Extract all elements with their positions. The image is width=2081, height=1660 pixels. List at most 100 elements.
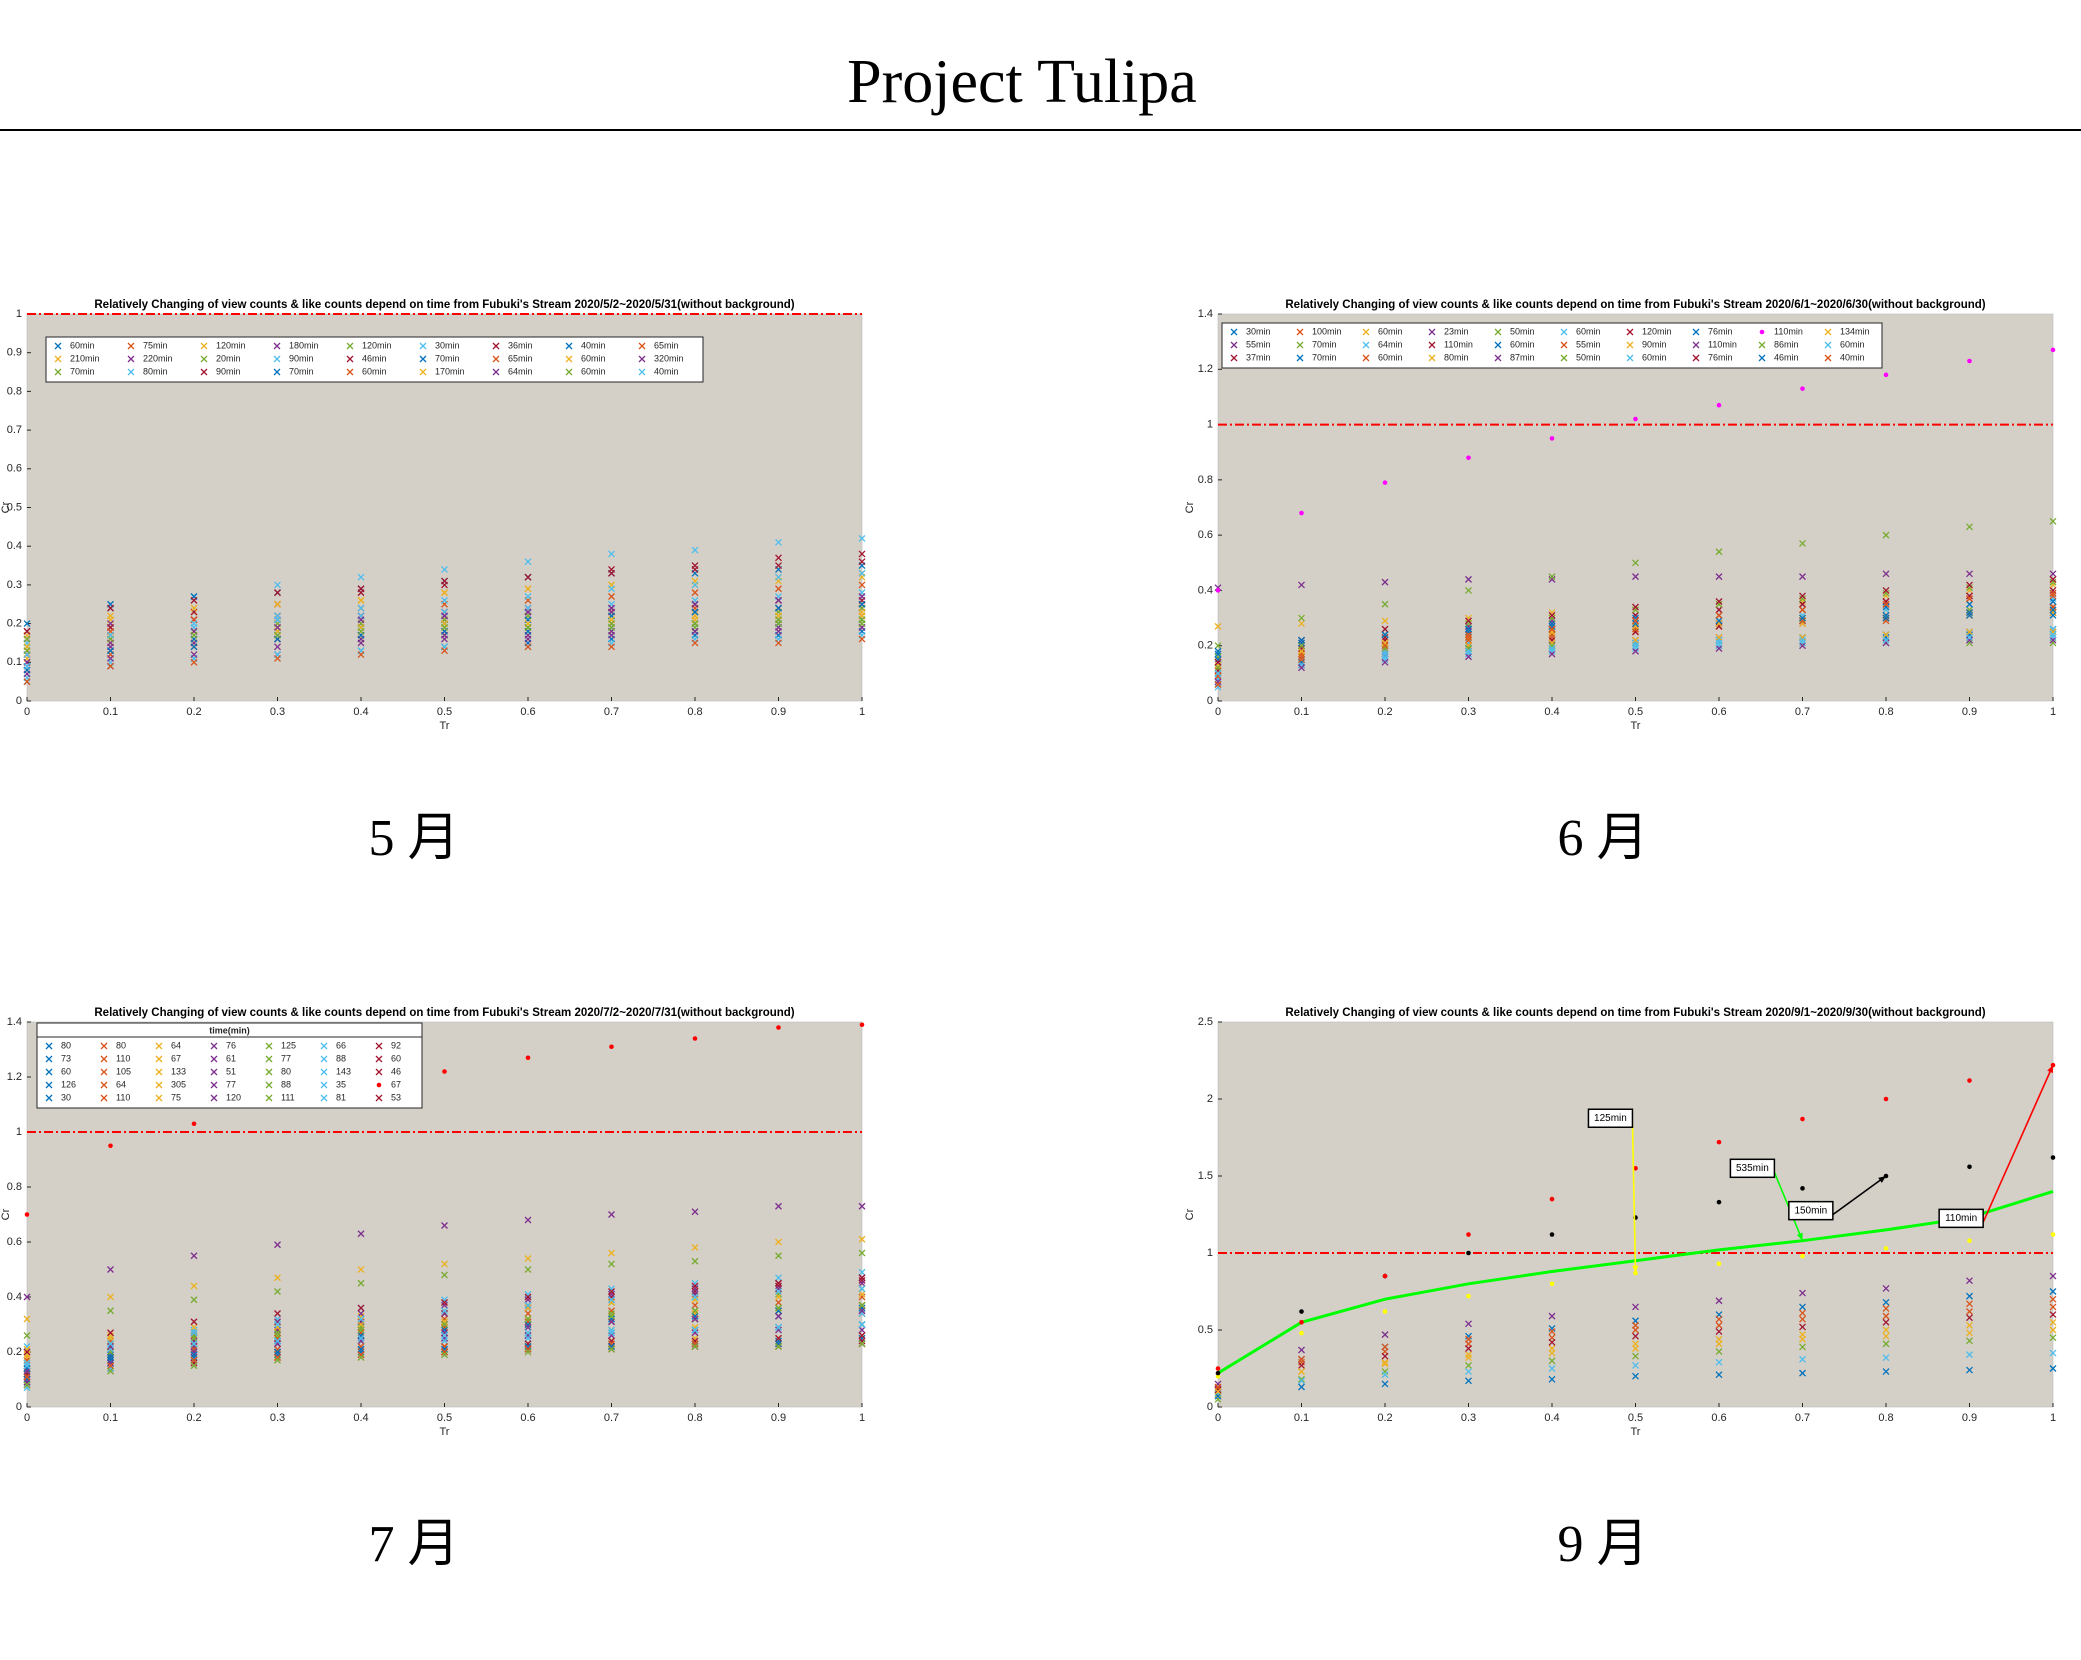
legend-label: 220min (143, 353, 173, 363)
legend-label: 60min (1840, 339, 1865, 349)
data-point (1715, 1348, 1723, 1356)
x-tick-label: 0.3 (270, 1412, 285, 1424)
data-point (1299, 1309, 1304, 1314)
data-point (107, 1359, 114, 1367)
data-point (1465, 642, 1472, 650)
data-point (1799, 598, 1806, 605)
data-point (1298, 645, 1305, 652)
data-point (775, 1299, 782, 1306)
figure-caption: 5 月 (368, 810, 459, 867)
legend-label: 125 (281, 1040, 296, 1050)
data-point (608, 1332, 615, 1339)
legend-label: 60min (1378, 352, 1403, 362)
data-point (441, 1343, 448, 1350)
data-point (692, 1036, 698, 1041)
legend-label: 60min (581, 366, 606, 376)
legend-label: 53 (391, 1092, 401, 1102)
data-point (608, 1329, 615, 1337)
data-point (608, 620, 615, 628)
data-point (1298, 1377, 1305, 1385)
data-point (107, 1334, 114, 1342)
data-point (23, 1362, 31, 1370)
legend-marker (1758, 341, 1766, 349)
data-point (1966, 1308, 1973, 1315)
data-point (608, 585, 615, 593)
x-tick-label: 0.3 (1461, 1412, 1476, 1424)
data-point (1632, 1332, 1639, 1340)
data-point (775, 596, 782, 604)
data-point (1465, 1335, 1472, 1343)
data-point (1715, 620, 1723, 628)
data-point (1715, 636, 1723, 644)
data-point (775, 1252, 782, 1260)
data-point (1883, 1246, 1889, 1251)
data-point (190, 1348, 198, 1356)
data-point (524, 1345, 532, 1353)
data-point (1632, 628, 1639, 636)
data-point (1548, 622, 1556, 630)
data-point (858, 1307, 866, 1315)
data-point (1800, 1116, 1805, 1122)
data-point (1548, 614, 1556, 622)
data-point (1465, 645, 1472, 652)
data-point (1214, 664, 1222, 672)
data-point (2049, 592, 2057, 600)
legend-label: 60min (1378, 326, 1403, 336)
data-point (1298, 661, 1305, 669)
data-point (357, 1354, 365, 1361)
data-point (1632, 1352, 1639, 1360)
data-point (691, 627, 699, 635)
data-point (274, 654, 281, 662)
legend-label: 80min (1444, 352, 1469, 362)
data-point (274, 1334, 281, 1342)
data-point (1966, 628, 1973, 636)
y-tick-label: 0.5 (7, 501, 22, 513)
data-point (775, 1307, 782, 1315)
legend-label: 80 (61, 1040, 71, 1050)
data-point (274, 1318, 281, 1326)
annotation-box (1788, 1200, 1834, 1221)
x-tick-label: 0 (1215, 1412, 1221, 1424)
data-point (1381, 645, 1389, 652)
data-point (1966, 1321, 1973, 1329)
legend-marker (1362, 328, 1370, 336)
y-tick-label: 0.6 (7, 1236, 22, 1248)
data-point (608, 1293, 615, 1301)
data-point (1632, 636, 1639, 644)
data-point (23, 620, 31, 628)
data-point (441, 589, 448, 597)
data-point (1381, 1371, 1389, 1379)
legend-label: 30min (1246, 326, 1271, 336)
legend-label: 55min (1576, 339, 1601, 349)
data-point (441, 1337, 448, 1345)
y-tick-label: 0.8 (7, 385, 22, 397)
data-point (858, 1334, 866, 1342)
data-point (357, 1351, 365, 1359)
data-point (2049, 578, 2057, 586)
data-point (1548, 642, 1556, 650)
legend-marker (492, 355, 500, 363)
legend-label: 40min (581, 340, 606, 350)
annotation-arrowhead (1632, 1265, 1639, 1274)
data-point (1465, 1361, 1472, 1369)
data-point (1799, 636, 1806, 644)
data-point (1799, 611, 1806, 619)
data-point (1381, 631, 1389, 639)
data-point (107, 1365, 114, 1372)
data-point (274, 624, 281, 631)
data-point (1214, 650, 1222, 658)
legend-marker (492, 368, 500, 376)
y-tick-label: 1.4 (7, 1016, 22, 1028)
legend-marker (273, 342, 281, 350)
data-point (1715, 645, 1723, 652)
data-point (274, 1345, 281, 1353)
legend-marker (54, 342, 62, 350)
legend-label: 46min (362, 353, 387, 363)
data-point (23, 647, 31, 655)
y-axis-label: Cr (0, 501, 12, 513)
data-point (1715, 548, 1723, 556)
data-point (1549, 1281, 1555, 1287)
x-tick-label: 1 (859, 1412, 865, 1424)
data-point (441, 1329, 448, 1337)
data-point (1465, 653, 1472, 661)
